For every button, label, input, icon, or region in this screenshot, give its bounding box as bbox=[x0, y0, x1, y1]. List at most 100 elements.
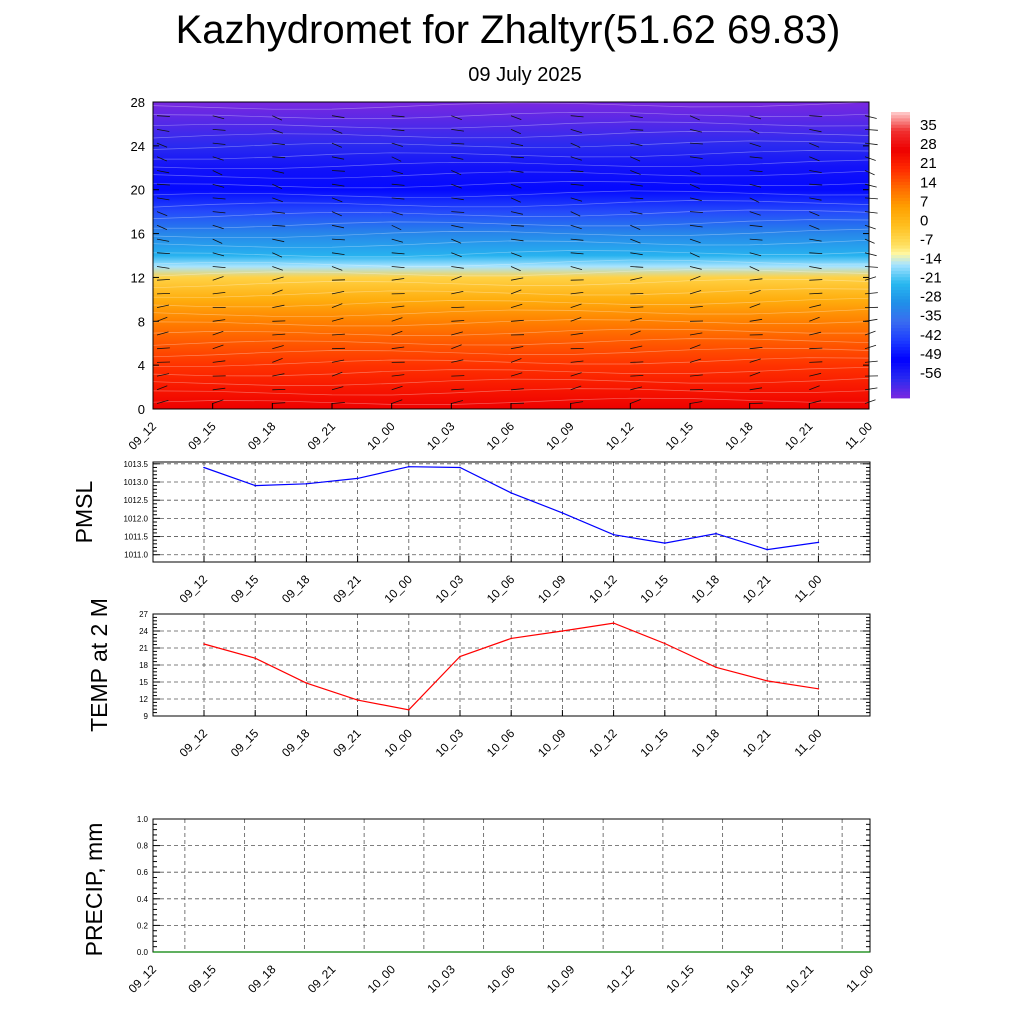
wind-barb bbox=[391, 142, 403, 147]
wind-barb bbox=[864, 170, 875, 176]
colorbar-cell bbox=[891, 321, 910, 326]
isolines bbox=[152, 101, 870, 405]
wind-barb bbox=[570, 360, 584, 363]
wind-barb bbox=[630, 238, 641, 244]
wind-barb bbox=[809, 279, 823, 281]
wind-barb bbox=[809, 347, 823, 350]
wind-barb bbox=[451, 252, 462, 258]
wind-barb bbox=[391, 183, 405, 186]
isoline bbox=[152, 200, 870, 208]
x-tick-label: 10_09 bbox=[535, 726, 569, 760]
grid bbox=[153, 819, 870, 952]
data-point bbox=[254, 484, 256, 487]
wind-barb bbox=[510, 252, 522, 257]
x-tick-label: 09_18 bbox=[279, 572, 313, 606]
wind-barb bbox=[156, 156, 168, 162]
wind-barb bbox=[749, 129, 760, 135]
colorbar-label: -49 bbox=[920, 346, 942, 363]
colorbar-cell bbox=[891, 124, 910, 129]
wind-barb bbox=[212, 252, 225, 257]
isoline bbox=[152, 190, 870, 198]
wind-barb bbox=[451, 170, 462, 176]
colorbar-cell bbox=[891, 293, 910, 297]
wind-barb bbox=[156, 224, 168, 230]
data-point bbox=[356, 477, 359, 480]
wind-barb bbox=[689, 129, 702, 133]
wind-barb bbox=[331, 303, 343, 308]
wind-barb bbox=[749, 318, 763, 322]
x-tick-label: 09_18 bbox=[245, 962, 279, 996]
colorbar-cell bbox=[891, 385, 910, 389]
wind-barb bbox=[809, 224, 820, 230]
data-point bbox=[766, 548, 768, 551]
x-tick-label: 10_00 bbox=[381, 572, 415, 606]
wind-barb bbox=[156, 373, 170, 377]
isoline bbox=[152, 378, 870, 386]
isoline bbox=[152, 239, 870, 248]
wind-barb bbox=[451, 197, 464, 201]
wind-barb bbox=[630, 330, 641, 336]
wind-barb bbox=[331, 317, 344, 322]
y-tick-label: 8 bbox=[138, 314, 145, 329]
wind-barb bbox=[272, 333, 286, 336]
colorbar: 35 28 21 14 7 0 -7 -14 -21 -28 -35 -42 -49 -56 bbox=[891, 112, 942, 399]
colorbar-label: 0 bbox=[920, 212, 928, 229]
isoline bbox=[152, 338, 870, 346]
colorbar-cell bbox=[891, 318, 910, 323]
wind-barb bbox=[272, 197, 283, 203]
wind-barb bbox=[451, 275, 462, 281]
wind-barb bbox=[451, 142, 465, 145]
y-tick-label: 12 bbox=[131, 270, 145, 285]
colorbar-cell bbox=[891, 188, 910, 192]
x-tick-label: 10_21 bbox=[740, 726, 774, 760]
colorbar-cell bbox=[891, 118, 910, 122]
wind-barb bbox=[689, 142, 703, 145]
wind-barb bbox=[212, 399, 224, 404]
colorbar-cell bbox=[891, 178, 910, 183]
wind-barb bbox=[749, 183, 762, 188]
wind-barb bbox=[689, 252, 700, 258]
wind-barb bbox=[212, 197, 226, 200]
wind-barb bbox=[331, 252, 345, 255]
wind-barb bbox=[212, 266, 226, 268]
colorbar-cell bbox=[891, 378, 910, 383]
colorbar-cell bbox=[891, 274, 910, 278]
wind-barb bbox=[689, 156, 703, 159]
wind-barb bbox=[272, 115, 283, 121]
wind-barb bbox=[272, 238, 285, 243]
data-point bbox=[766, 680, 768, 682]
wind-barb bbox=[689, 374, 703, 377]
wind-barb bbox=[156, 197, 170, 201]
colorbar-cell bbox=[891, 270, 910, 275]
wind-barb bbox=[451, 211, 465, 213]
wind-barb bbox=[391, 330, 403, 336]
wind-barb bbox=[749, 197, 760, 203]
wind-barb bbox=[689, 197, 702, 202]
colorbar-label: -21 bbox=[920, 270, 942, 287]
wind-barb bbox=[809, 156, 820, 162]
x-tick-label: 10_12 bbox=[604, 962, 638, 996]
data-point bbox=[203, 643, 205, 645]
wind-barb bbox=[864, 360, 878, 363]
wind-barb bbox=[809, 170, 822, 173]
x-tick-label: 10_06 bbox=[484, 726, 518, 760]
wind-barb bbox=[689, 224, 703, 228]
wind-barb bbox=[156, 170, 170, 174]
y-tick-label: 24 bbox=[139, 627, 148, 636]
wind-barb bbox=[749, 347, 763, 350]
wind-barb bbox=[156, 142, 168, 148]
isoline bbox=[152, 181, 870, 189]
wind-barb bbox=[864, 156, 876, 161]
wind-barb bbox=[391, 115, 405, 118]
colorbar-cell bbox=[891, 216, 910, 221]
wind-barb bbox=[272, 211, 285, 214]
y-axis-label: TEMP at 2 M bbox=[86, 598, 112, 732]
wind-barb bbox=[689, 358, 702, 363]
wind-barb bbox=[510, 170, 524, 173]
wind-barb bbox=[570, 183, 584, 186]
x-tick-label: 09_18 bbox=[245, 419, 279, 453]
wind-barb bbox=[212, 344, 224, 350]
wind-barb bbox=[570, 372, 582, 377]
wind-barb bbox=[570, 170, 584, 173]
wind-barb bbox=[212, 238, 223, 244]
